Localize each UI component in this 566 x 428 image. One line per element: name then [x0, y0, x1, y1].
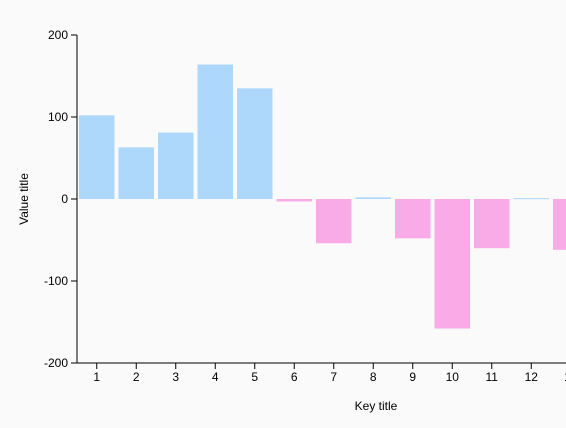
- bars-group: [79, 64, 566, 329]
- y-tick-label: 0: [61, 192, 68, 206]
- bar-4: [197, 64, 233, 200]
- x-tick-label: 7: [330, 370, 337, 384]
- x-tick-label: 6: [291, 370, 298, 384]
- x-tick-label: 13: [564, 370, 566, 384]
- bar-6: [276, 199, 312, 202]
- bar-8: [355, 197, 391, 199]
- bar-9: [395, 199, 431, 239]
- bar-12: [513, 198, 549, 200]
- bar-2: [118, 147, 154, 199]
- x-tick-label: 8: [370, 370, 377, 384]
- x-axis: 12345678910111213: [77, 362, 566, 384]
- y-tick-label: 100: [48, 110, 68, 124]
- x-tick-label: 2: [133, 370, 140, 384]
- bar-7: [316, 199, 352, 244]
- y-tick-label: 200: [48, 28, 68, 42]
- x-tick-label: 12: [525, 370, 539, 384]
- x-tick-label: 3: [172, 370, 179, 384]
- bar-13: [553, 199, 566, 250]
- bar-3: [158, 132, 194, 199]
- x-tick-label: 10: [446, 370, 460, 384]
- y-axis: -200 -100 0 100 200: [44, 28, 78, 370]
- x-tick-label: 5: [251, 370, 258, 384]
- x-tick-label: 9: [409, 370, 416, 384]
- y-tick-label: -200: [44, 356, 68, 370]
- bar-11: [474, 199, 510, 249]
- x-axis-title: Key title: [355, 399, 398, 413]
- bar-10: [434, 199, 470, 329]
- bar-5: [237, 88, 273, 199]
- x-tick-label: 11: [486, 370, 499, 384]
- x-tick-label: 4: [212, 370, 219, 384]
- x-tick-label: 1: [93, 370, 100, 384]
- y-axis-title: Value title: [17, 173, 31, 225]
- y-tick-label: -100: [44, 274, 68, 288]
- bar-1: [79, 115, 115, 199]
